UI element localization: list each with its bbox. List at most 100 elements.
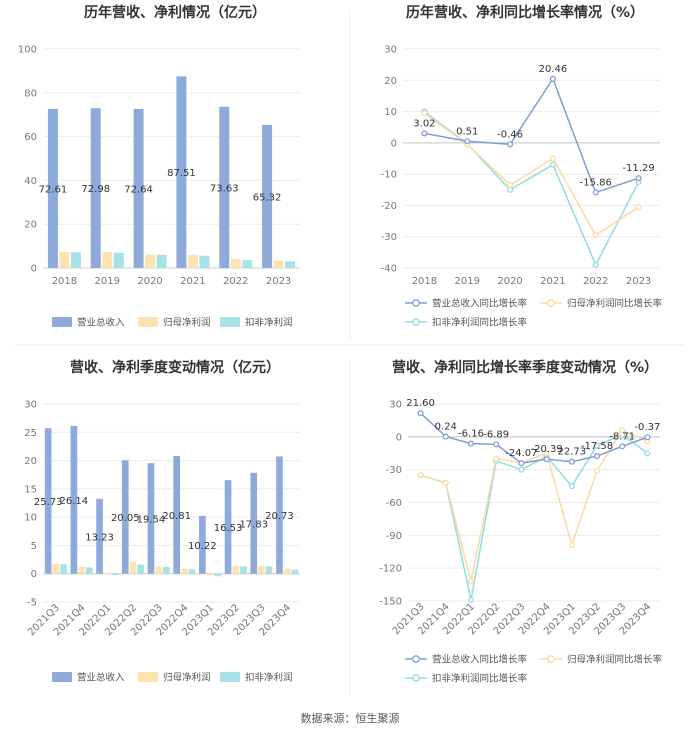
data-label: 3.02: [413, 118, 435, 129]
data-label: 87.51: [167, 168, 196, 179]
point-2-2023Q1: [568, 542, 575, 549]
bar-1-2018: [47, 108, 58, 268]
point-2-2021: [549, 155, 556, 162]
point-2-2020: [507, 182, 514, 189]
y-tick-label: -150: [379, 597, 402, 608]
y-tick-label: 60: [24, 132, 37, 143]
legend-swatch: [52, 672, 72, 682]
data-label: -8.71: [609, 431, 635, 442]
y-tick-label: 30: [389, 400, 402, 411]
point-3-2022: [592, 261, 599, 268]
y-tick-label: 15: [24, 484, 37, 495]
legend-label: 营业总收入: [77, 317, 125, 329]
y-tick-label: -90: [386, 531, 402, 542]
bar-1-2021Q4: [70, 425, 78, 574]
legend-label: 归母净利润: [163, 317, 211, 329]
bar-3-2020: [156, 254, 167, 268]
y-tick-label: -120: [379, 564, 402, 575]
data-label: -15.86: [580, 177, 612, 188]
point-1-2023: [635, 175, 642, 182]
x-tick-label: 2021: [180, 276, 205, 287]
data-label: -11.29: [622, 163, 654, 174]
point-1-2021Q4: [442, 433, 449, 440]
bar-3-2022Q1: [111, 573, 119, 576]
legend-label: 扣非净利润同比增长率: [432, 317, 528, 329]
y-tick-label: 10: [384, 107, 397, 118]
chart-title: 历年营收、净利情况（亿元）: [84, 4, 266, 21]
point-1-2023Q3: [619, 443, 626, 450]
point-2-2022Q2: [493, 455, 500, 462]
y-tick-label: -40: [381, 264, 397, 275]
y-tick-label: -5: [27, 598, 37, 609]
data-label: 25.73: [34, 497, 63, 508]
point-2-2023Q3: [619, 427, 626, 434]
legend-swatch: [138, 317, 158, 327]
bar-2-2023Q1: [206, 573, 214, 576]
point-1-2019: [464, 138, 471, 145]
y-tick-label: 100: [18, 45, 37, 56]
bar-1-2022Q1: [96, 498, 103, 574]
data-label: 0.51: [456, 126, 478, 137]
bar-1-2019: [90, 108, 101, 268]
legend-swatch: [52, 317, 72, 327]
data-label: -20.39: [530, 444, 562, 455]
bar-1-2022: [219, 106, 230, 268]
data-label: 22.73: [557, 447, 586, 458]
bar-2-2022Q1: [103, 573, 111, 575]
data-label: -0.37: [634, 422, 660, 433]
data-label: 10.22: [188, 541, 217, 552]
point-3-2022Q3: [518, 466, 525, 473]
y-tick-label: 20: [384, 76, 397, 87]
chart-2: 历年营收、净利同比增长率情况（%） -40 -30 -20 -10 0 10 20 30 2018…: [381, 4, 663, 329]
point-1-2023Q2: [593, 453, 601, 460]
bar-3-2023: [285, 261, 296, 268]
x-tick-label: 2018: [412, 276, 437, 287]
data-source: 数据来源：恒生聚源: [301, 711, 400, 725]
point-3-2023Q2: [593, 442, 601, 449]
bar-3-2019: [113, 252, 124, 268]
bar-3-2022Q3: [162, 566, 170, 574]
bar-2-2018: [59, 252, 70, 268]
bar-2-2023Q4: [283, 568, 291, 574]
point-1-2020: [507, 141, 514, 148]
y-tick-label: -30: [381, 232, 397, 243]
bar-1-2021Q3: [44, 428, 52, 574]
bar-2-2022: [230, 259, 241, 268]
point-2-2023: [635, 203, 642, 211]
legend-marker: [547, 299, 555, 307]
y-tick-label: 20: [24, 220, 37, 231]
y-tick-label: 30: [384, 45, 397, 56]
bar-2-2023Q3: [258, 565, 265, 574]
series-line-1: [420, 412, 648, 464]
y-tick-label: -30: [386, 465, 402, 476]
bar-2-2022Q2: [129, 561, 137, 574]
series-line-3: [420, 433, 648, 601]
bar-3-2018: [70, 252, 81, 268]
bar-3-2021Q4: [85, 567, 93, 574]
x-tick-label: 2019: [455, 276, 480, 287]
point-2-2023Q2: [593, 467, 601, 474]
point-2-2022Q1: [467, 578, 475, 585]
bar-2-2021Q3: [52, 563, 60, 574]
point-1-2022Q4: [543, 456, 550, 463]
legend-marker: [547, 655, 555, 663]
point-1-2022Q1: [467, 440, 475, 447]
y-tick-label: 0: [391, 138, 397, 149]
bar-3-2021: [199, 255, 210, 268]
bar-2-2021Q4: [78, 566, 85, 574]
point-1-2021Q3: [417, 410, 424, 417]
data-label: 21.60: [406, 398, 435, 409]
bar-2-2023Q2: [232, 565, 240, 574]
bar-2-2022Q4: [181, 568, 188, 574]
data-label: 16.53: [214, 523, 243, 534]
x-tick-label: 2022: [223, 276, 248, 287]
point-1-2023Q4: [644, 434, 651, 441]
bar-3-2023Q3: [265, 566, 273, 574]
data-label: -24.07: [505, 448, 537, 459]
data-label: 20.73: [265, 511, 294, 522]
x-tick-label: 2023: [266, 276, 291, 287]
x-tick-label: 2021: [540, 276, 565, 287]
data-label: -6.89: [483, 429, 509, 440]
